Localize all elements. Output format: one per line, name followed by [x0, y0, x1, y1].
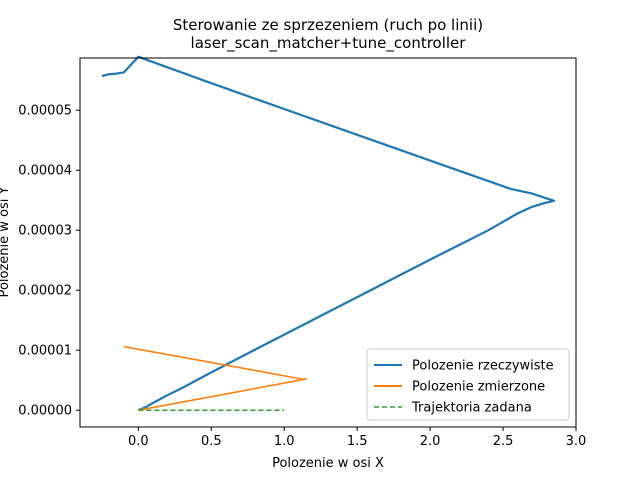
x-tick-label: 0.5 [201, 434, 222, 449]
x-axis: 0.0 0.5 1.0 1.5 2.0 2.5 3.0 [128, 427, 586, 449]
series-line-polozenie-rzeczywiste [101, 55, 556, 412]
y-tick-label: 0.00003 [18, 224, 72, 239]
x-axis-label: Polozenie w osi X [272, 456, 384, 471]
chart-title: Sterowanie ze sprzezeniem (ruch po linii… [173, 16, 483, 34]
x-tick-label: 1.0 [274, 434, 295, 449]
legend-label-polozenie-zmierzone: Polozenie zmierzone [412, 380, 545, 395]
series-line-polozenie-zmierzone [123, 345, 307, 411]
legend: Polozenie rzeczywiste Polozenie zmierzone… [366, 348, 570, 421]
y-tick-label: 0.00001 [18, 344, 72, 359]
legend-label-trajektoria-zadana: Trajektoria zadana [411, 401, 532, 416]
plot-area [79, 55, 577, 428]
legend-items: Polozenie rzeczywiste Polozenie zmierzone… [374, 359, 554, 416]
x-tick-label: 0.0 [128, 434, 149, 449]
x-tick-label: 2.0 [420, 434, 441, 449]
y-tick-label: 0.00002 [18, 284, 72, 299]
axes-frame [79, 57, 577, 428]
y-axis-label: Polozenie w osi Y [0, 187, 12, 298]
y-tick-label: 0.00000 [18, 404, 72, 419]
chart-subtitle: laser_scan_matcher+tune_controller [191, 34, 467, 53]
series-layer [101, 55, 556, 412]
y-tick-label: 0.00005 [18, 104, 72, 119]
legend-box [366, 348, 570, 421]
y-axis: 0.00000 0.00001 0.00002 0.00003 0.00004 0.000… [18, 104, 80, 419]
x-tick-label: 3.0 [566, 434, 587, 449]
legend-label-polozenie-rzeczywiste: Polozenie rzeczywiste [412, 359, 554, 374]
x-tick-label: 1.5 [347, 434, 368, 449]
y-tick-label: 0.00004 [18, 164, 72, 179]
x-tick-label: 2.5 [493, 434, 514, 449]
